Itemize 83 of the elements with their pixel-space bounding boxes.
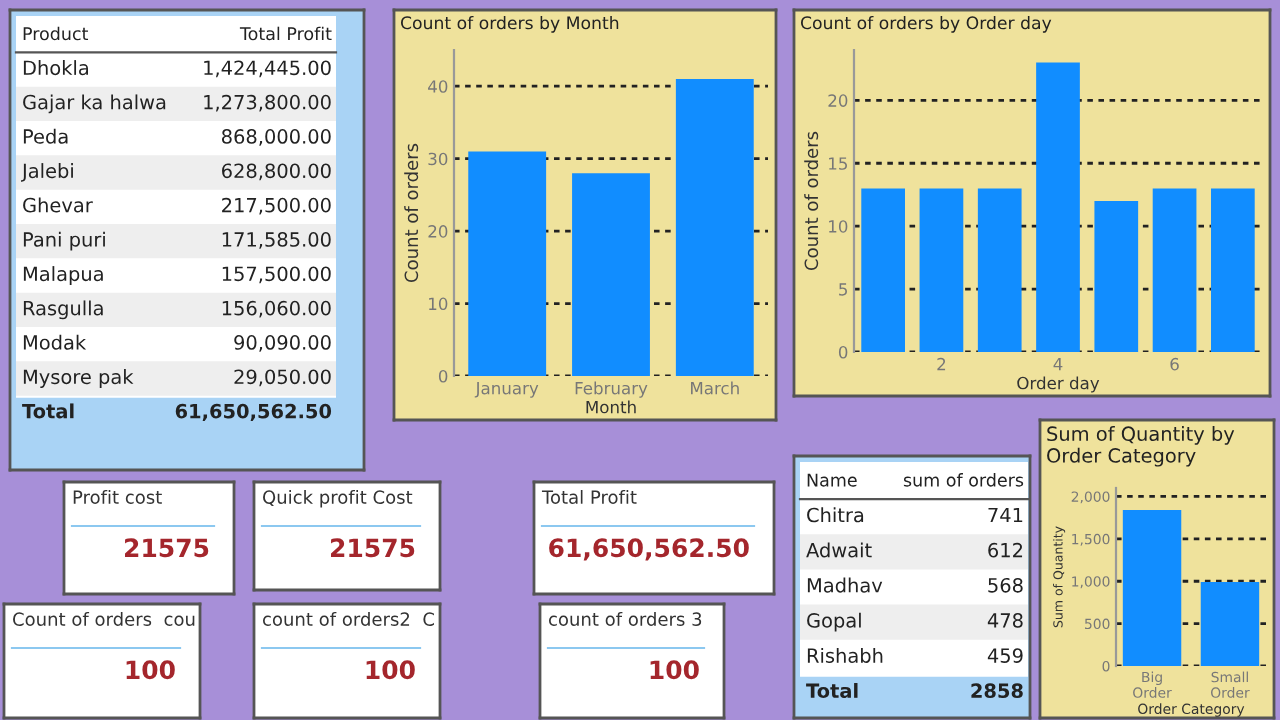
y-tick-label: 20 bbox=[428, 225, 448, 238]
x-tick-label: 2 bbox=[937, 357, 946, 371]
text: 100 bbox=[366, 660, 415, 680]
text: Chitra bbox=[807, 507, 864, 523]
x-tick-label: March bbox=[691, 381, 739, 395]
text: 156,060.00 bbox=[222, 300, 331, 318]
text: Count of orders cou bbox=[13, 612, 195, 626]
text: Pani puri bbox=[23, 231, 105, 251]
text: 2858 bbox=[971, 683, 1023, 699]
text: 90,090.00 bbox=[234, 335, 331, 352]
text: Dhokla bbox=[23, 60, 89, 76]
text: Product bbox=[23, 26, 89, 41]
text: count of orders 3 bbox=[549, 612, 702, 626]
y-tick-label: 0 bbox=[838, 345, 848, 359]
text: count of orders2 C bbox=[263, 612, 434, 626]
text: Modak bbox=[23, 334, 87, 350]
text: Madhav bbox=[807, 577, 883, 593]
text: Mysore pak bbox=[23, 369, 134, 388]
text: Total bbox=[806, 683, 858, 699]
y-tick-label: 15 bbox=[829, 157, 847, 170]
y-tick-label: 5 bbox=[839, 283, 847, 296]
text: 1,273,800.00 bbox=[204, 94, 331, 112]
text: Total bbox=[22, 403, 74, 419]
y-tick-label: 10 bbox=[429, 297, 448, 311]
bar bbox=[468, 151, 547, 376]
chart-title: Count of orders by Order day bbox=[800, 16, 1052, 33]
text: 61,650,562.50 bbox=[175, 403, 332, 421]
text: 171,585.00 bbox=[222, 232, 331, 249]
text: 217,500.00 bbox=[222, 197, 331, 215]
y-tick-label: 0 bbox=[438, 369, 448, 383]
x-tick-label: 6 bbox=[1170, 357, 1179, 371]
text: 100 bbox=[126, 660, 175, 680]
chart-title: Sum of Quantity by Order Category bbox=[1047, 426, 1235, 467]
text: 868,000.00 bbox=[221, 129, 331, 146]
text: Rishabh bbox=[807, 647, 883, 663]
text: 478 bbox=[987, 613, 1023, 628]
bar bbox=[1094, 201, 1139, 352]
text: Gopal bbox=[807, 612, 861, 632]
text: 741 bbox=[988, 507, 1023, 523]
bar bbox=[861, 188, 905, 352]
x-tick-label: 4 bbox=[1053, 358, 1063, 371]
text: Peda bbox=[23, 128, 68, 144]
y-axis-title: Count of orders bbox=[404, 143, 419, 283]
text: Ghevar bbox=[23, 197, 93, 213]
y-axis-title: Count of orders bbox=[804, 131, 819, 271]
bar bbox=[572, 173, 650, 376]
bar bbox=[919, 188, 964, 352]
text: Adwait bbox=[806, 542, 872, 558]
x-axis-title: Month bbox=[586, 400, 636, 414]
text: Profit cost bbox=[73, 490, 162, 504]
bar bbox=[675, 78, 754, 376]
y-tick-label: 10 bbox=[829, 220, 848, 233]
text: 157,500.00 bbox=[222, 266, 331, 284]
text: 29,050.00 bbox=[234, 369, 331, 387]
text: Total Profit bbox=[541, 490, 637, 504]
x-tick-label: February bbox=[575, 381, 648, 398]
text: 612 bbox=[988, 542, 1023, 558]
bar bbox=[1152, 188, 1197, 352]
chart-title: Count of orders by Month bbox=[400, 16, 619, 33]
text: 628,800.00 bbox=[222, 163, 331, 181]
text: 1,424,445.00 bbox=[204, 60, 331, 78]
y-tick-label: 40 bbox=[428, 80, 448, 93]
x-axis-title: Order day bbox=[1017, 376, 1100, 393]
x-tick-label: January bbox=[474, 382, 539, 398]
text: 61,650,562.50 bbox=[549, 538, 749, 561]
text: 21575 bbox=[125, 538, 209, 558]
text: 459 bbox=[987, 648, 1023, 663]
bar bbox=[977, 188, 1022, 352]
text: Rasgulla bbox=[23, 300, 103, 320]
y-tick-label: 20 bbox=[828, 94, 848, 107]
text: Name bbox=[807, 473, 857, 487]
text: Jalebi bbox=[20, 163, 73, 182]
text: 21575 bbox=[331, 538, 415, 558]
text: Malapua bbox=[23, 266, 103, 285]
y-tick-label: 30 bbox=[428, 152, 448, 166]
text: Total Profit bbox=[239, 26, 332, 41]
text: Quick profit Cost bbox=[263, 490, 413, 508]
text: Gajar ka halwa bbox=[23, 94, 166, 114]
bar bbox=[1036, 62, 1080, 352]
text: 568 bbox=[988, 577, 1023, 593]
bar bbox=[1211, 188, 1255, 352]
text: sum of orders bbox=[903, 473, 1024, 487]
text: 100 bbox=[650, 660, 699, 680]
